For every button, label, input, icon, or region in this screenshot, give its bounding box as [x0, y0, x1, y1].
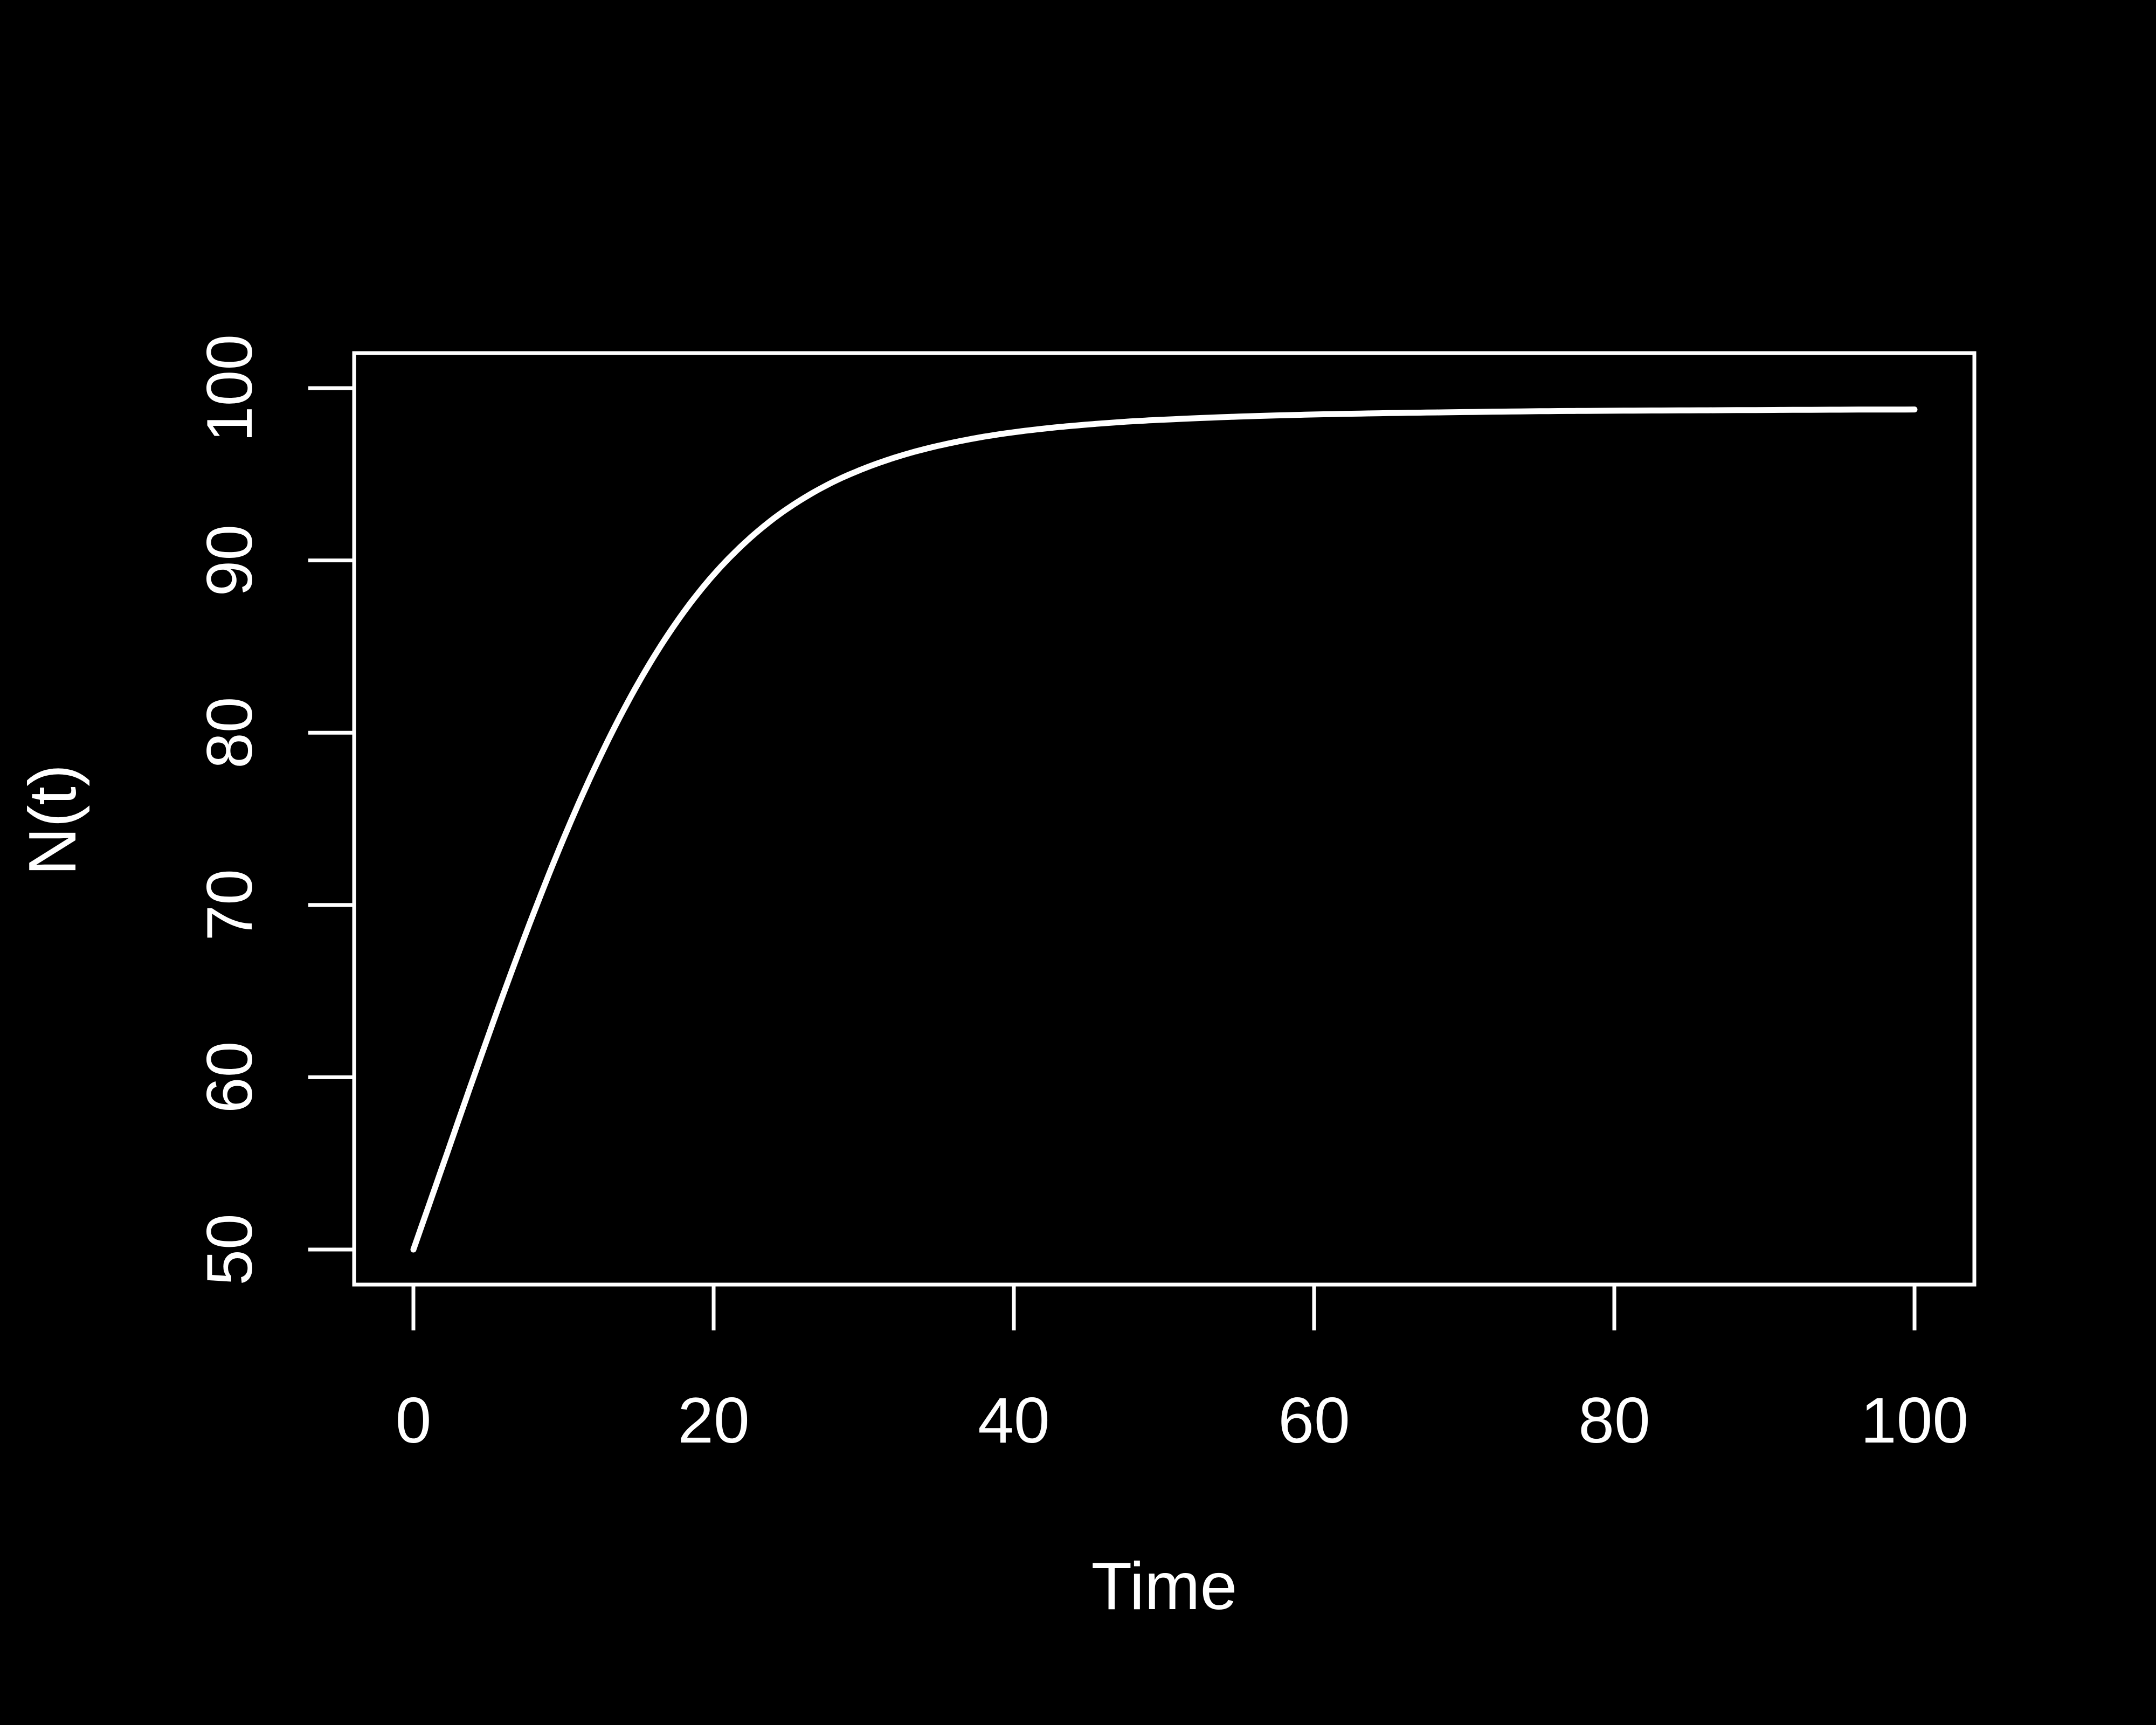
y-tick-label: 90	[194, 525, 266, 596]
y-tick-label: 100	[194, 334, 266, 442]
x-tick-label: 20	[678, 1384, 749, 1457]
y-tick-label: 80	[194, 696, 266, 768]
x-axis: 0 20 40 60 80 100	[396, 1285, 1968, 1457]
series-layer	[410, 406, 1918, 1253]
y-tick-label: 70	[194, 869, 266, 941]
x-tick-label: 60	[1278, 1384, 1350, 1457]
y-tick-label: 60	[194, 1041, 266, 1113]
series-line	[410, 406, 1918, 1253]
y-axis: 50 60 70 80 90 100	[194, 334, 354, 1286]
x-axis-title: Time	[1091, 1549, 1238, 1624]
x-tick-label: 80	[1578, 1384, 1650, 1457]
plot-frame	[352, 351, 1977, 1287]
x-tick-label: 100	[1861, 1384, 1968, 1457]
x-tick-label: 0	[396, 1384, 432, 1457]
y-axis-title: N(t)	[16, 764, 90, 876]
x-tick-label: 40	[978, 1384, 1049, 1457]
y-tick-label: 50	[194, 1213, 266, 1285]
